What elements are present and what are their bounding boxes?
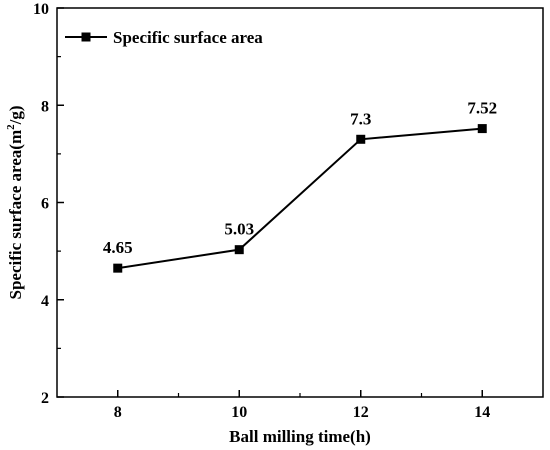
x-tick-label-10: 10: [231, 404, 247, 421]
y-axis-title: Specific surface area(m2/g): [5, 105, 25, 299]
data-label-14: 7.52: [467, 99, 497, 118]
y-tick-label-6: 6: [41, 196, 49, 213]
x-axis-title: Ball milling time(h): [229, 427, 371, 446]
plot-frame: [56, 7, 544, 398]
axes: [56, 7, 544, 398]
data-label-10: 5.03: [224, 220, 254, 239]
legend-marker: [81, 32, 91, 42]
series: [113, 124, 487, 273]
y-tick-label-2: 2: [41, 390, 49, 407]
data-point-8: [113, 263, 123, 273]
data-labels: 4.65 5.03 7.3 7.52: [103, 99, 497, 258]
data-point-14: [477, 124, 487, 134]
x-tick-label-14: 14: [474, 404, 490, 421]
legend: Specific surface area: [65, 28, 263, 47]
y-axis-title-main: Specific surface area(m: [6, 130, 25, 300]
series-line-0: [117, 127, 483, 270]
x-tick-label-12: 12: [353, 404, 369, 421]
data-point-10: [234, 245, 244, 255]
y-axis-title-superscript: 2: [5, 124, 17, 130]
y-tick-label-4: 4: [41, 293, 49, 310]
y-axis-title-tail: /g): [6, 105, 25, 125]
x-tick-label-8: 8: [114, 404, 122, 421]
y-tick-label-8: 8: [41, 98, 49, 115]
data-label-12: 7.3: [350, 109, 371, 128]
data-label-8: 4.65: [103, 238, 133, 257]
legend-label: Specific surface area: [113, 28, 263, 47]
y-tick-label-10: 10: [33, 1, 49, 18]
axis-ticks: 8 10 12 14 2 4 6 8 10: [33, 1, 490, 421]
data-point-12: [356, 134, 366, 144]
